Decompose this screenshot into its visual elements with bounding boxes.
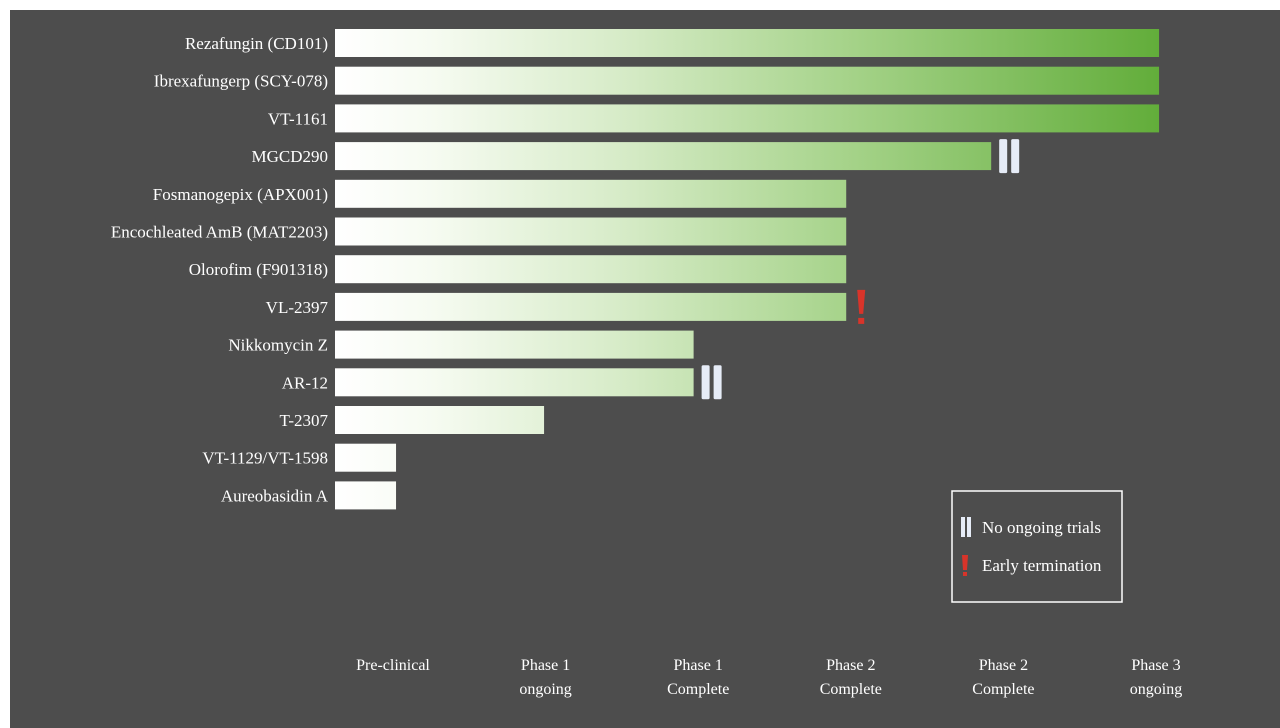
x-tick-label: Complete [972,681,1034,698]
x-tick-label: ongoing [1130,681,1182,698]
bar-label: Ibrexafungerp (SCY-078) [154,72,328,91]
bar [335,66,1160,95]
bar-label: Fosmanogepix (APX001) [153,185,328,204]
bar [335,292,847,321]
x-ticks: Pre-clinical Phase 1 ongoing Phase 1 Complet… [356,657,1182,698]
legend-early-termination-icon [962,555,968,576]
bar [335,330,694,359]
x-tick-label: Phase 2 [979,657,1028,674]
legend-label: Early termination [982,556,1102,575]
chart-panel: Rezafungin (CD101) Ibrexafungerp (SCY-078… [10,10,1280,728]
early-termination-icon [857,289,866,324]
x-tick-label: ongoing [519,681,571,698]
bar [335,142,992,171]
bar-label: T-2307 [280,411,329,430]
x-tick-label: Phase 1 [674,657,723,674]
bar [335,443,397,472]
bar-label: Olorofim (F901318) [189,260,328,279]
bar-label: Nikkomycin Z [228,336,328,355]
legend-label: No ongoing trials [982,518,1101,537]
bar-label: AR-12 [282,373,328,392]
bar [335,29,1160,57]
x-tick-label: Pre-clinical [356,657,430,674]
bar-label: VT-1129/VT-1598 [202,449,328,468]
legend-no-ongoing-icon [961,517,971,537]
x-tick-label: Complete [820,681,882,698]
legend-box [951,490,1123,603]
bar [335,406,545,434]
x-tick-label: Phase 3 [1131,657,1180,674]
pipeline-chart: Rezafungin (CD101) Ibrexafungerp (SCY-078… [111,29,1182,698]
bar [335,368,694,397]
bar [335,481,397,510]
bar [335,179,847,208]
no-ongoing-trials-icon [999,139,1020,174]
bar-label: Rezafungin (CD101) [185,34,328,53]
bar-label: VL-2397 [266,298,329,317]
no-ongoing-trials-icon [701,365,722,400]
bar [335,104,1160,133]
bar-label: VT-1161 [268,109,328,128]
legend: No ongoing trials Early termination [951,490,1123,603]
bars-layer: Rezafungin (CD101) Ibrexafungerp (SCY-078… [111,29,1160,510]
x-tick-label: Phase 2 [826,657,875,674]
x-tick-label: Phase 1 [521,657,570,674]
bar [335,255,847,284]
bar [335,217,847,246]
bar-label: MGCD290 [251,147,328,166]
bar-label: Aureobasidin A [221,486,329,505]
bar-label: Encochleated AmB (MAT2203) [111,223,328,242]
x-tick-label: Complete [667,681,729,698]
